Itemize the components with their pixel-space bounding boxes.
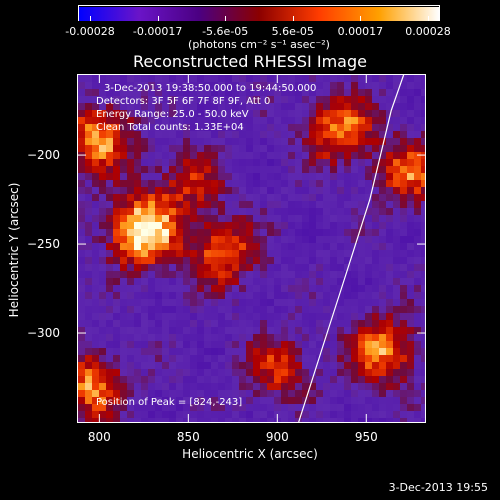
peak-position-label: Position of Peak = [824,-243] — [96, 397, 243, 408]
colorbar — [78, 5, 440, 21]
colorbar-tick — [428, 16, 429, 21]
plot-title: Reconstructed RHESSI Image — [133, 52, 367, 71]
colorbar-tick — [292, 16, 294, 21]
y-tick-label: −200 — [27, 148, 60, 163]
info-energy-range: Energy Range: 25.0 - 50.0 keV — [96, 109, 249, 120]
colorbar-units: (photons cm⁻² s⁻¹ asec⁻²) — [188, 38, 330, 51]
colorbar-tick — [360, 16, 362, 21]
colorbar-tick-label: 5.6e-05 — [271, 25, 314, 38]
x-tick-label: 950 — [354, 430, 378, 444]
y-axis-label: Heliocentric Y (arcsec) — [7, 182, 21, 318]
colorbar-tick — [90, 16, 91, 21]
colorbar-tick — [157, 16, 159, 21]
info-detectors: Detectors: 3F 5F 6F 7F 8F 9F, Att 0 — [96, 96, 271, 107]
colorbar-tick — [225, 16, 227, 21]
footer-date: 3-Dec-2013 19:55 — [388, 481, 488, 494]
solar-limb-line — [298, 75, 405, 422]
colorbar-tick-label: -5.6e-05 — [202, 25, 249, 38]
colorbar-gradient — [79, 7, 439, 21]
y-tick-label: −300 — [27, 326, 60, 341]
image-plot-area[interactable]: 3-Dec-2013 19:38:50.000 to 19:44:50.000 … — [77, 74, 426, 423]
info-clean-counts: Clean Total counts: 1.33E+04 — [96, 122, 244, 133]
colorbar-tick-label: -0.00017 — [132, 25, 183, 38]
x-tick-label: 900 — [265, 430, 289, 444]
colorbar-tick-label: -0.00028 — [65, 25, 115, 38]
x-tick-label: 800 — [87, 430, 111, 444]
x-axis-label: Heliocentric X (arcsec) — [182, 447, 318, 461]
heatmap-image — [78, 75, 425, 422]
x-tick-label: 850 — [176, 430, 200, 444]
heatmap-pixels — [78, 75, 425, 422]
colorbar-tick-label: 0.00028 — [405, 25, 451, 38]
y-tick-label: −250 — [27, 237, 60, 252]
colorbar-tick-label: 0.00017 — [337, 25, 384, 38]
info-time-range: 3-Dec-2013 19:38:50.000 to 19:44:50.000 — [104, 83, 317, 94]
